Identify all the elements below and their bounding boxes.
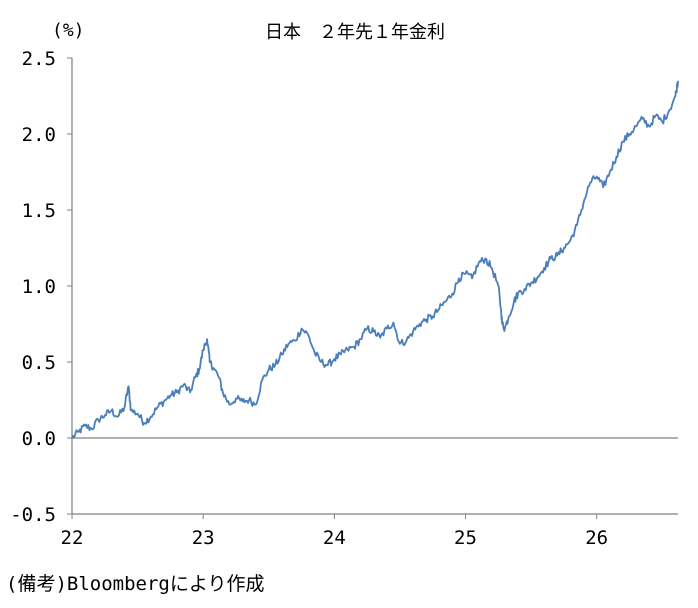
y-tick-label: 0.0 (22, 428, 56, 450)
x-tick-label: 25 (454, 527, 477, 549)
y-tick-label: 2.0 (22, 124, 56, 146)
y-tick-label: 1.5 (22, 200, 56, 222)
series-line (71, 80, 679, 439)
series-group (71, 80, 679, 439)
y-tick-label: 2.5 (22, 48, 56, 70)
y-tick-label: 0.5 (22, 352, 56, 374)
axes: 2.5 2.0 1.5 1.0 0.5 0.0 -0.522 23 24 25 26 (10, 48, 678, 549)
x-tick-label: 24 (323, 527, 346, 549)
x-tick-label: 23 (192, 527, 215, 549)
chart-title: 日本 ２年先１年金利 (265, 22, 445, 43)
y-tick-label: -0.5 (10, 504, 56, 526)
source-note: (備考)Bloombergにより作成 (6, 573, 264, 595)
y-tick-label: 1.0 (22, 276, 56, 298)
x-tick-label: 22 (61, 527, 84, 549)
y-unit-label: (%) (52, 20, 85, 41)
x-tick-label: 26 (585, 527, 608, 549)
